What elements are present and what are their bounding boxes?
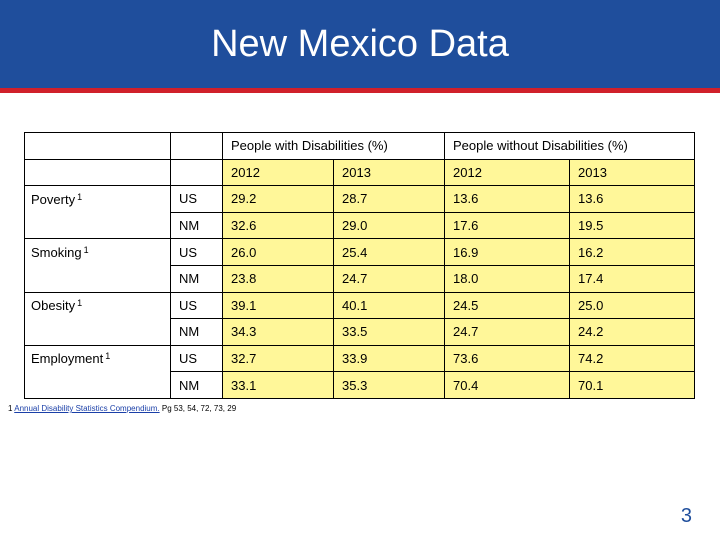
footnote-source-link[interactable]: Annual Disability Statistics Compendium. (14, 404, 160, 413)
category-footnote-ref: 1 (105, 351, 111, 362)
value-cell: 17.4 (569, 264, 695, 293)
table-row: Obesity 1 US 39.1 40.1 24.5 25.0 (24, 291, 695, 320)
table-row: NM 32.6 29.0 17.6 19.5 (24, 211, 695, 240)
value-cell: 40.1 (333, 291, 445, 320)
value-cell: 24.5 (444, 291, 570, 320)
value-cell: 32.7 (222, 344, 334, 373)
value-cell: 39.1 (222, 291, 334, 320)
value-cell: 24.7 (333, 264, 445, 293)
table-row: NM 33.1 35.3 70.4 70.1 (24, 371, 695, 399)
value-cell: 73.6 (444, 344, 570, 373)
footnote-pages: Pg 53, 54, 72, 73, 29 (159, 404, 237, 413)
region-label: US (170, 185, 223, 213)
title-bar-stripe (0, 88, 720, 93)
value-cell: 33.5 (333, 318, 445, 346)
year-header: 2013 (333, 158, 445, 187)
value-cell: 70.1 (569, 371, 695, 399)
value-cell: 25.0 (569, 291, 695, 320)
region-label: NM (170, 264, 223, 293)
category-label-continuation (24, 265, 171, 293)
region-label: NM (170, 371, 223, 399)
group-header: People with Disabilities (%) (222, 132, 445, 160)
category-footnote-ref: 1 (77, 298, 83, 309)
value-cell: 13.6 (569, 185, 695, 213)
value-cell: 33.1 (222, 371, 334, 399)
category-label-continuation (24, 318, 171, 346)
footnote-number: 1 (8, 404, 13, 413)
corner-cell (24, 132, 171, 160)
value-cell: 24.7 (444, 318, 570, 346)
value-cell: 29.0 (333, 211, 445, 240)
data-table: People with Disabilities (%) People witho… (24, 132, 695, 399)
category-name: Poverty (31, 191, 76, 207)
table-row: Employment 1 US 32.7 33.9 73.6 74.2 (24, 344, 695, 373)
table-row: NM 34.3 33.5 24.7 24.2 (24, 318, 695, 346)
category-label: Obesity 1 (24, 291, 171, 319)
value-cell: 26.0 (222, 238, 334, 266)
category-name: Employment (31, 351, 104, 367)
year-header: 2013 (569, 158, 695, 187)
corner-cell (170, 158, 223, 187)
table-row: NM 23.8 24.7 18.0 17.4 (24, 264, 695, 293)
value-cell: 19.5 (569, 211, 695, 240)
category-label: Employment 1 (24, 344, 171, 372)
category-label: Smoking 1 (24, 238, 171, 266)
category-name: Smoking (31, 244, 82, 260)
value-cell: 74.2 (569, 344, 695, 373)
region-label: US (170, 291, 223, 320)
group-header: People without Disabilities (%) (444, 132, 695, 160)
region-label: NM (170, 211, 223, 240)
value-cell: 16.2 (569, 238, 695, 266)
value-cell: 28.7 (333, 185, 445, 213)
category-name: Obesity (31, 298, 76, 314)
value-cell: 24.2 (569, 318, 695, 346)
value-cell: 23.8 (222, 264, 334, 293)
table-header-row: People with Disabilities (%) People witho… (24, 132, 695, 160)
value-cell: 70.4 (444, 371, 570, 399)
category-label: Poverty 1 (24, 185, 171, 213)
category-footnote-ref: 1 (83, 244, 89, 255)
page-number: 3 (680, 505, 692, 527)
year-header: 2012 (222, 158, 334, 187)
value-cell: 35.3 (333, 371, 445, 399)
category-label-continuation (24, 371, 171, 399)
value-cell: 13.6 (444, 185, 570, 213)
value-cell: 18.0 (444, 264, 570, 293)
table-year-row: 2012 2013 2012 2013 (24, 158, 695, 187)
value-cell: 16.9 (444, 238, 570, 266)
table-row: Smoking 1 US 26.0 25.4 16.9 16.2 (24, 238, 695, 266)
title-bar (0, 0, 720, 88)
value-cell: 32.6 (222, 211, 334, 240)
corner-cell (24, 158, 171, 187)
region-label: NM (170, 318, 223, 346)
footnote: 1 Annual Disability Statistics Compendiu… (8, 404, 236, 413)
table-row: Poverty 1 US 29.2 28.7 13.6 13.6 (24, 185, 695, 213)
year-header: 2012 (444, 158, 570, 187)
category-footnote-ref: 1 (77, 191, 83, 202)
corner-cell (170, 132, 223, 160)
value-cell: 25.4 (333, 238, 445, 266)
value-cell: 34.3 (222, 318, 334, 346)
slide-title: New Mexico Data (211, 23, 509, 65)
region-label: US (170, 238, 223, 266)
value-cell: 17.6 (444, 211, 570, 240)
value-cell: 29.2 (222, 185, 334, 213)
category-label-continuation (24, 212, 171, 240)
value-cell: 33.9 (333, 344, 445, 373)
region-label: US (170, 344, 223, 373)
